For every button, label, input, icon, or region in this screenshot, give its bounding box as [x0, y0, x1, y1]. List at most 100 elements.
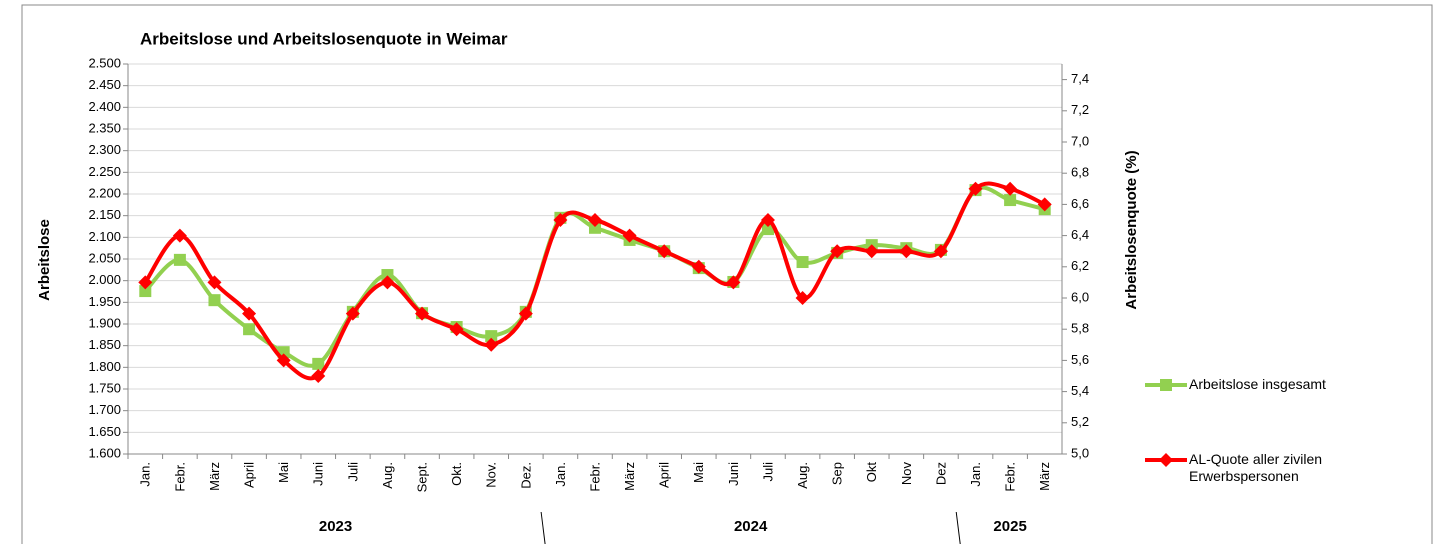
- marker: [518, 306, 533, 321]
- marker: [381, 269, 394, 282]
- y2-tick-label: 5,2: [1071, 414, 1089, 429]
- x-tick-label: Juni: [311, 462, 326, 486]
- marker: [449, 322, 464, 337]
- x-tick-label: März: [1037, 462, 1052, 491]
- marker: [726, 275, 741, 290]
- marker: [243, 323, 256, 336]
- marker: [589, 221, 601, 234]
- x-tick-label: Jan.: [553, 462, 568, 487]
- marker: [796, 256, 809, 269]
- marker: [1004, 194, 1017, 207]
- y-tick-label: 2.100: [88, 229, 121, 244]
- marker: [485, 330, 498, 343]
- x-tick-label: Nov: [899, 462, 914, 486]
- marker: [345, 306, 360, 321]
- chart-border: [21, 4, 1433, 544]
- y-tick-label: 2.300: [88, 142, 121, 157]
- y-tick-label: 1.900: [88, 315, 121, 330]
- y2-tick-label: 5,0: [1071, 445, 1089, 460]
- y-tick-label: 1.800: [88, 359, 121, 374]
- marker: [553, 213, 568, 227]
- marker: [657, 244, 672, 259]
- x-tick-label: Dez: [933, 462, 948, 485]
- x-tick-label: März: [207, 462, 222, 491]
- y2-tick-label: 7,0: [1071, 133, 1089, 148]
- x-tick-label: Okt.: [449, 462, 464, 486]
- x-tick-label: Nov.: [484, 462, 499, 488]
- x-tick-label: April: [242, 462, 257, 488]
- legend-marker: [1159, 453, 1173, 467]
- marker: [276, 353, 291, 368]
- marker: [622, 228, 637, 243]
- y2-tick-label: 5,8: [1071, 321, 1089, 336]
- y-tick-label: 2.450: [88, 77, 121, 92]
- y-tick-label: 1.750: [88, 380, 121, 395]
- marker: [207, 275, 222, 290]
- y2-tick-label: 5,4: [1071, 383, 1089, 398]
- year-label: 2023: [319, 518, 352, 535]
- marker: [899, 244, 914, 259]
- year-label: 2025: [993, 518, 1026, 535]
- y2-tick-label: 5,6: [1071, 352, 1089, 367]
- y-tick-label: 2.500: [88, 55, 121, 70]
- y2-tick-label: 7,4: [1071, 71, 1089, 86]
- legend-label: Arbeitslose insgesamt: [1189, 376, 1326, 392]
- y-tick-label: 1.700: [88, 402, 121, 417]
- marker: [139, 285, 152, 298]
- year-separator: [955, 511, 961, 544]
- legend-marker: [1160, 379, 1172, 391]
- marker: [933, 244, 948, 259]
- x-tick-label: Mai: [276, 462, 291, 483]
- y2-tick-label: 6,0: [1071, 289, 1089, 304]
- y-tick-label: 2.250: [88, 164, 121, 179]
- y2-tick-label: 6,4: [1071, 227, 1089, 242]
- x-tick-label: Juli: [760, 462, 775, 482]
- marker: [312, 357, 325, 370]
- x-tick-label: Juni: [726, 462, 741, 486]
- x-tick-label: Febr.: [1003, 462, 1018, 492]
- y-tick-label: 2.050: [88, 250, 121, 265]
- y-tick-label: 1.650: [88, 424, 121, 439]
- x-tick-label: Aug.: [380, 462, 395, 489]
- marker: [864, 244, 879, 259]
- y-tick-label: 2.200: [88, 185, 121, 200]
- x-tick-label: Jan.: [138, 462, 153, 487]
- x-tick-label: Jan.: [968, 462, 983, 487]
- y2-tick-label: 6,8: [1071, 165, 1089, 180]
- y-tick-label: 2.150: [88, 207, 121, 222]
- marker: [761, 223, 774, 236]
- chart-title: Arbeitslose und Arbeitslosenquote in Wei…: [140, 29, 508, 48]
- y-axis-title: Arbeitslose: [36, 219, 53, 301]
- marker: [1037, 197, 1052, 212]
- legend-label: AL-Quote aller zivilen Erwerbspersonen: [1189, 451, 1323, 484]
- y-tick-label: 1.850: [88, 337, 121, 352]
- y-tick-label: 1.600: [88, 445, 121, 460]
- marker: [415, 306, 430, 321]
- x-tick-label: Febr.: [587, 462, 602, 492]
- y-tick-label: 2.000: [88, 272, 121, 287]
- marker: [173, 253, 186, 266]
- marker: [484, 337, 499, 352]
- x-tick-label: April: [657, 462, 672, 488]
- marker: [138, 275, 153, 290]
- y-tick-label: 1.950: [88, 294, 121, 309]
- y-tick-label: 2.400: [88, 99, 121, 114]
- marker: [242, 306, 257, 321]
- marker: [968, 181, 983, 196]
- marker: [588, 213, 602, 227]
- marker: [795, 291, 810, 305]
- marker: [830, 244, 845, 259]
- x-tick-label: Mai: [691, 462, 706, 483]
- marker: [691, 259, 706, 274]
- marker: [311, 369, 326, 383]
- x-tick-label: März: [622, 462, 637, 491]
- y-tick-label: 2.350: [88, 120, 121, 135]
- x-tick-label: Okt: [864, 462, 879, 483]
- year-label: 2024: [734, 518, 768, 535]
- x-tick-label: Sept.: [414, 462, 429, 492]
- x-tick-label: Aug.: [795, 462, 810, 489]
- marker: [172, 228, 187, 243]
- y2-tick-label: 6,6: [1071, 196, 1089, 211]
